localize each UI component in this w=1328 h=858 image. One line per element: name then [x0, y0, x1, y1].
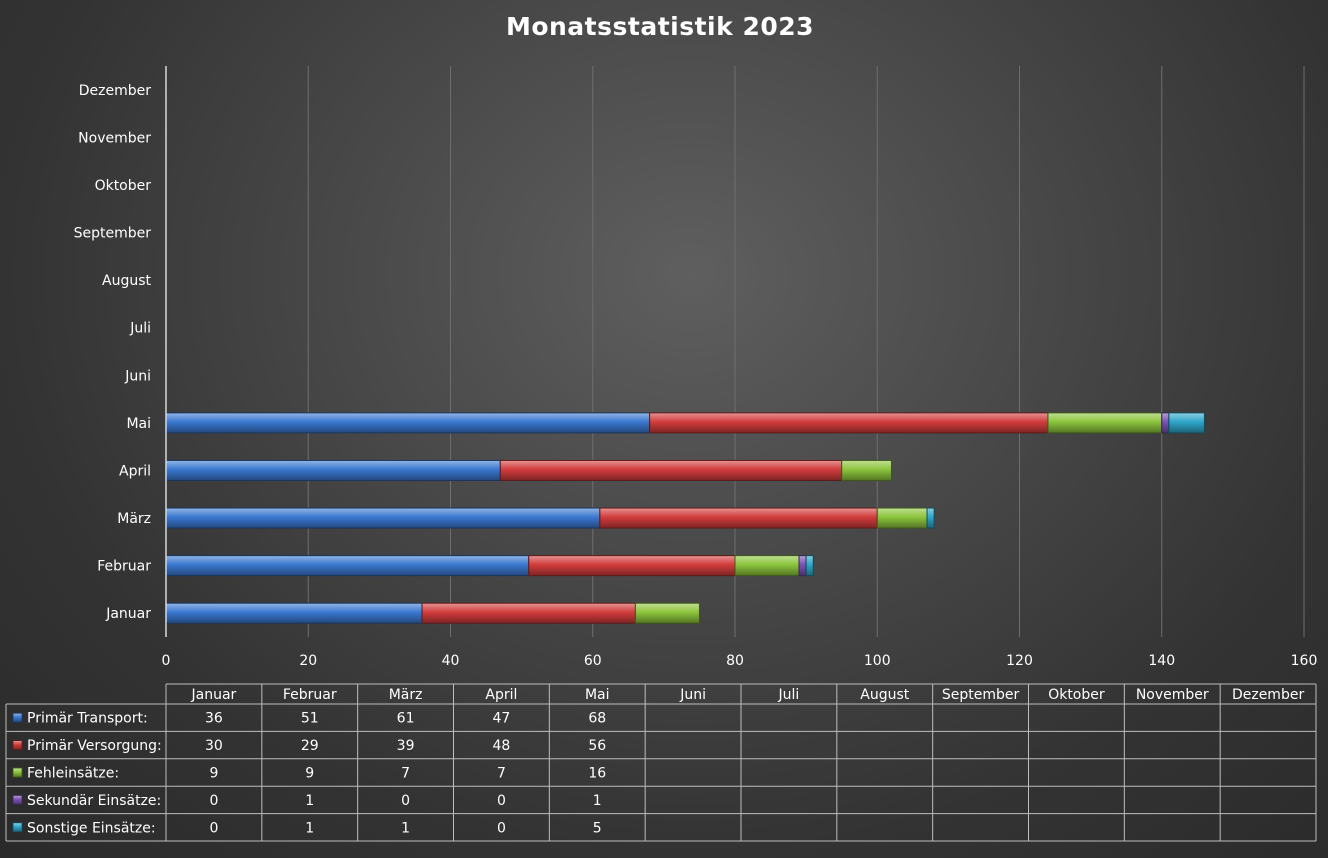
category-label: Februar	[97, 559, 151, 575]
table-header: Juni	[679, 687, 706, 703]
bar-segment	[926, 507, 935, 529]
bars	[165, 412, 1205, 624]
x-tick-label: 0	[162, 653, 171, 669]
bar-segment	[165, 412, 651, 434]
bar-segment	[1047, 412, 1163, 434]
bar-segment	[634, 602, 700, 624]
bar-segment	[599, 507, 878, 529]
table-cell: 56	[588, 738, 606, 754]
table-cell: 0	[497, 820, 506, 836]
category-label: Dezember	[79, 83, 151, 99]
data-table: Januar Februar März April Mai Juni Juli August S…	[5, 683, 1317, 842]
table-cell: 0	[497, 793, 506, 809]
legend-label: Primär Transport:	[27, 711, 148, 727]
category-label: März	[117, 511, 151, 527]
bar-segment	[1161, 412, 1170, 434]
category-label: November	[78, 130, 151, 146]
table-cell: 9	[305, 766, 314, 782]
x-tick-label: 100	[864, 653, 891, 669]
table-cell: 30	[205, 738, 223, 754]
bar-segment	[165, 507, 601, 529]
category-label: Mai	[126, 416, 151, 432]
x-tick-label: 140	[1148, 653, 1175, 669]
legend-label: Primär Versorgung:	[27, 738, 162, 754]
category-label: Oktober	[95, 178, 152, 194]
table-header: Oktober	[1048, 687, 1105, 703]
bar-segment	[165, 555, 530, 577]
table-cell: 9	[209, 766, 218, 782]
category-label: September	[74, 226, 152, 242]
bar-segment	[165, 459, 501, 481]
chart-title: Monatsstatistik 2023	[506, 12, 814, 41]
table-header: Februar	[283, 687, 337, 703]
table-cell: 1	[593, 793, 602, 809]
x-tick-label: 60	[584, 653, 602, 669]
table-cell: 39	[397, 738, 415, 754]
table-cell: 7	[497, 766, 506, 782]
table-cell: 5	[593, 820, 602, 836]
table-cell: 16	[588, 766, 606, 782]
bar-segment	[528, 555, 736, 577]
table-header: August	[860, 687, 910, 703]
bar-segment	[499, 459, 843, 481]
table-header: Januar	[191, 687, 237, 703]
bar-segment	[841, 459, 892, 481]
bar-segment	[421, 602, 636, 624]
table-cell: 61	[397, 711, 415, 727]
table-cell: 48	[493, 738, 511, 754]
bar-segment	[1168, 412, 1205, 434]
bar-segment	[798, 555, 807, 577]
table-header: September	[942, 687, 1020, 703]
legend-key	[12, 822, 23, 833]
table-cell: 0	[209, 820, 218, 836]
table-cell: 68	[588, 711, 606, 727]
bar-segment	[734, 555, 800, 577]
category-label: Juli	[129, 321, 151, 337]
table-header: Dezember	[1232, 687, 1304, 703]
table-cell: 47	[493, 711, 511, 727]
table-cell: 0	[209, 793, 218, 809]
table-header: November	[1136, 687, 1209, 703]
table-header: Juli	[778, 687, 800, 703]
x-tick-label: 40	[442, 653, 460, 669]
axes: Januar Februar März April Mai Juni Juli August S…	[74, 66, 1318, 669]
table-cell: 36	[205, 711, 223, 727]
bar-segment	[805, 555, 814, 577]
legend-label: Sekundär Einsätze:	[27, 793, 161, 809]
table-cell: 0	[401, 793, 410, 809]
table-cell: 7	[401, 766, 410, 782]
legend-key	[12, 767, 23, 778]
gridlines	[307, 66, 1305, 637]
category-label: April	[119, 463, 151, 479]
category-label: August	[102, 273, 152, 289]
table-cell: 1	[305, 820, 314, 836]
bar-segment	[649, 412, 1049, 434]
category-label: Juni	[124, 368, 151, 384]
x-tick-label: 120	[1006, 653, 1033, 669]
bar-segment	[876, 507, 928, 529]
table-header: April	[485, 687, 517, 703]
table-cell: 29	[301, 738, 319, 754]
x-tick-label: 160	[1291, 653, 1318, 669]
x-tick-label: 20	[299, 653, 317, 669]
category-label: Januar	[105, 606, 151, 622]
table-cell: 1	[305, 793, 314, 809]
x-tick-label: 80	[726, 653, 744, 669]
legend-label: Sonstige Einsätze:	[27, 820, 156, 836]
legend-key	[12, 740, 23, 750]
legend-label: Fehleinsätze:	[27, 766, 119, 782]
table-cell: 51	[301, 711, 319, 727]
table-header: März	[389, 687, 423, 703]
bar-segment	[165, 602, 423, 624]
table-cell: 1	[401, 820, 410, 836]
table-header: Mai	[585, 687, 610, 703]
legend-key	[12, 795, 23, 805]
legend-key	[12, 712, 23, 723]
